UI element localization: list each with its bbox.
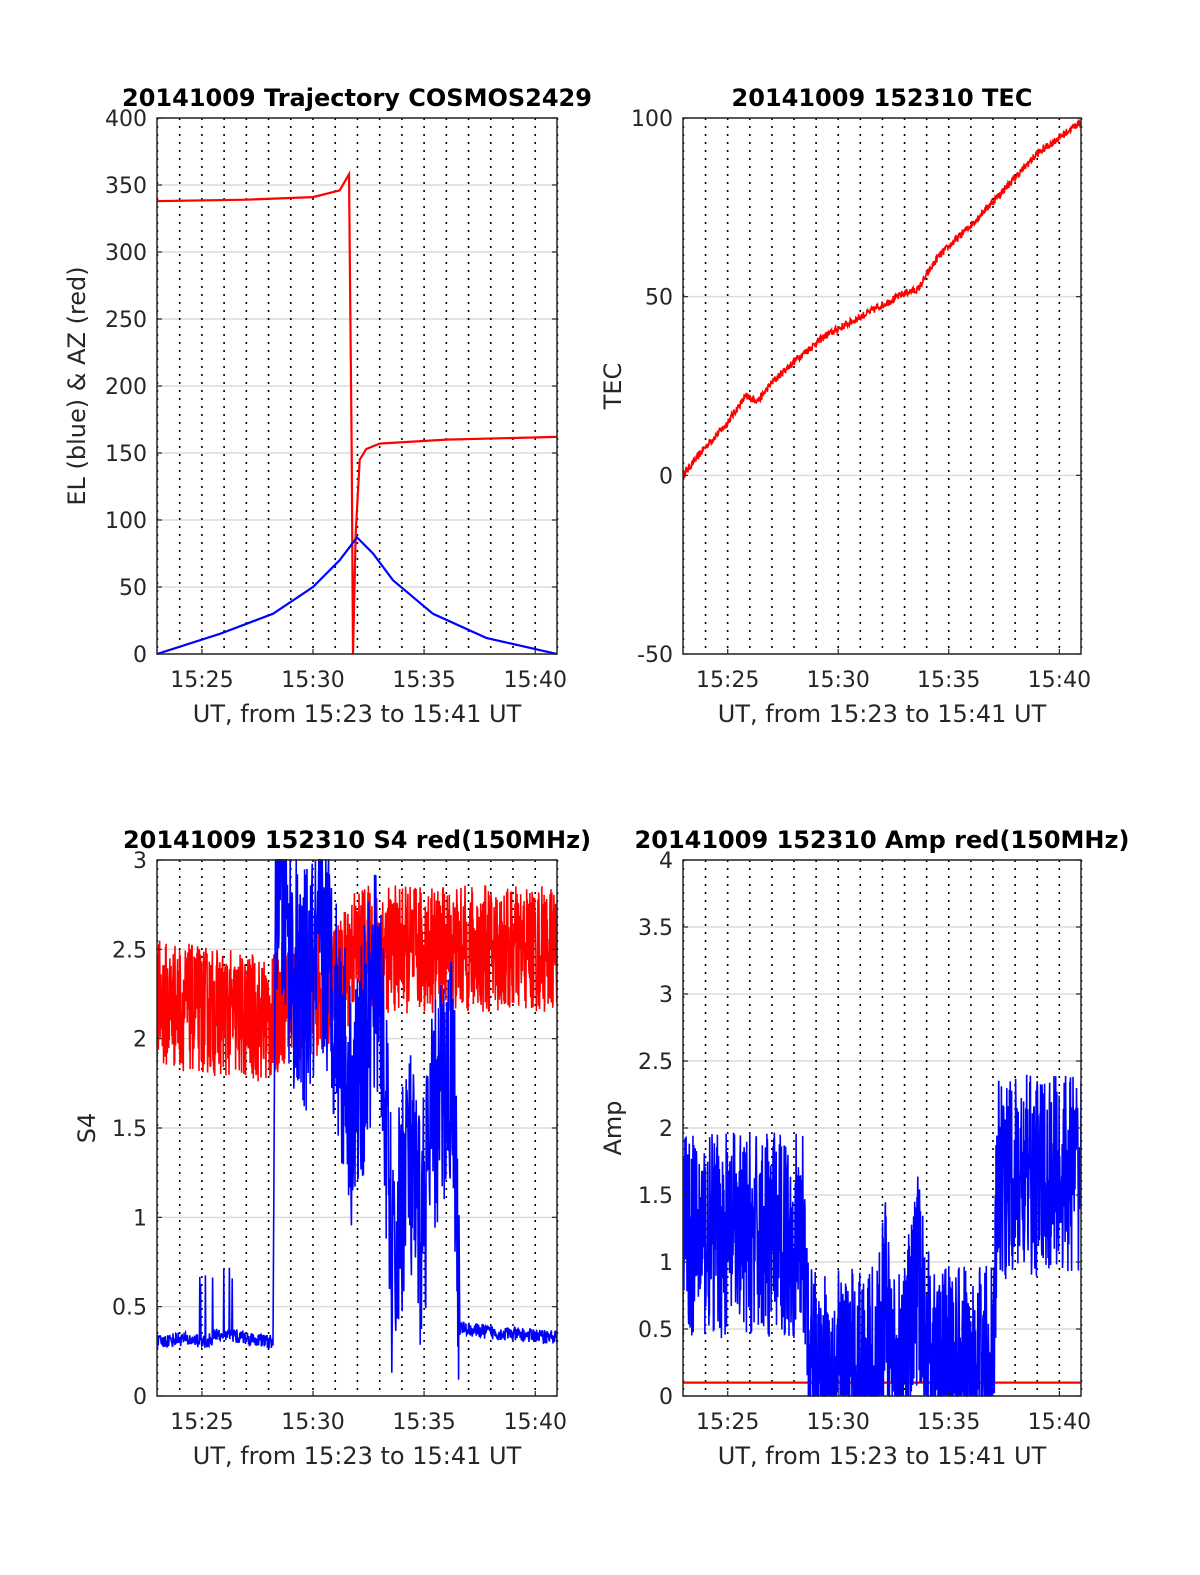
y-tick-label: 1.5	[112, 1117, 147, 1142]
y-tick-label: 150	[105, 442, 147, 467]
x-axis-label: UT, from 15:23 to 15:41 UT	[193, 700, 522, 728]
y-tick-label: 2	[659, 1117, 673, 1142]
y-tick-label: 1	[133, 1206, 147, 1231]
y-axis-label: Amp	[599, 1100, 627, 1155]
x-tick-label: 15:30	[281, 668, 344, 693]
y-tick-label: 2.5	[638, 1050, 673, 1075]
y-tick-label: -50	[637, 643, 673, 668]
x-tick-label: 15:35	[917, 1410, 980, 1435]
chart-title: 20141009 152310 S4 red(150MHz)	[123, 826, 591, 854]
chart-panel-p1: 0 50 100 150 200 250 300 350 400 15:25 15:30 15:35 1…	[63, 84, 592, 728]
y-tick-label: 4	[659, 849, 673, 874]
x-axis-label: UT, from 15:23 to 15:41 UT	[718, 1442, 1047, 1470]
series-line-1	[157, 859, 557, 1380]
y-axis-label: S4	[73, 1113, 101, 1144]
series-line-1	[157, 535, 557, 655]
x-tick-label: 15:25	[170, 668, 233, 693]
series-line-0	[683, 119, 1081, 479]
chart-panel-p4: 0 0.5 1 1.5 2 2.5 3 3.5 4 15:25 15:30 15:35 15:40 201…	[599, 826, 1129, 1470]
x-tick-label: 15:30	[281, 1410, 344, 1435]
chart-title: 20141009 152310 TEC	[732, 84, 1033, 112]
x-tick-label: 15:35	[392, 668, 455, 693]
y-tick-label: 1.5	[638, 1184, 673, 1209]
x-axis-label: UT, from 15:23 to 15:41 UT	[193, 1442, 522, 1470]
y-tick-label: 2	[133, 1028, 147, 1053]
chart-panel-p2: -50 0 50 100 15:25 15:30 15:35 15:40 20141009 15…	[599, 84, 1091, 728]
y-tick-label: 100	[105, 509, 147, 534]
x-tick-label: 15:30	[807, 668, 870, 693]
y-tick-label: 3	[659, 983, 673, 1008]
y-tick-label: 250	[105, 308, 147, 333]
x-tick-label: 15:40	[504, 1410, 567, 1435]
y-tick-label: 350	[105, 174, 147, 199]
y-tick-label: 0	[659, 464, 673, 489]
y-tick-label: 0	[133, 643, 147, 668]
x-tick-label: 15:25	[696, 1410, 759, 1435]
x-tick-label: 15:30	[807, 1410, 870, 1435]
y-tick-label: 0.5	[638, 1318, 673, 1343]
x-tick-label: 15:25	[696, 668, 759, 693]
y-tick-label: 0	[659, 1385, 673, 1410]
y-tick-label: 50	[645, 286, 673, 311]
x-tick-label: 15:35	[917, 668, 980, 693]
y-tick-label: 300	[105, 241, 147, 266]
x-tick-label: 15:25	[170, 1410, 233, 1435]
y-axis-label: TEC	[599, 363, 627, 411]
y-tick-label: 1	[659, 1251, 673, 1276]
y-tick-label: 3.5	[638, 916, 673, 941]
series-line-0	[157, 885, 557, 1082]
axes-box	[682, 117, 1082, 655]
chart-title: 20141009 152310 Amp red(150MHz)	[635, 826, 1130, 854]
y-tick-label: 400	[105, 107, 147, 132]
x-tick-label: 15:40	[504, 668, 567, 693]
x-tick-label: 15:40	[1028, 668, 1091, 693]
y-axis-label: EL (blue) & AZ (red)	[63, 266, 91, 505]
y-tick-label: 0.5	[112, 1296, 147, 1321]
y-tick-label: 2.5	[112, 938, 147, 963]
x-tick-label: 15:35	[392, 1410, 455, 1435]
y-tick-label: 0	[133, 1385, 147, 1410]
series-group	[683, 119, 1081, 479]
chart-title: 20141009 Trajectory COSMOS2429	[122, 84, 592, 112]
y-tick-label: 3	[133, 849, 147, 874]
x-tick-label: 15:40	[1028, 1410, 1091, 1435]
y-tick-label: 200	[105, 375, 147, 400]
chart-panel-p3: 0 0.5 1 1.5 2 2.5 3 15:25 15:30 15:35 15:40 2014100…	[73, 826, 591, 1470]
y-tick-label: 100	[631, 107, 673, 132]
y-tick-label: 50	[119, 576, 147, 601]
x-axis-label: UT, from 15:23 to 15:41 UT	[718, 700, 1047, 728]
series-group	[157, 859, 557, 1380]
